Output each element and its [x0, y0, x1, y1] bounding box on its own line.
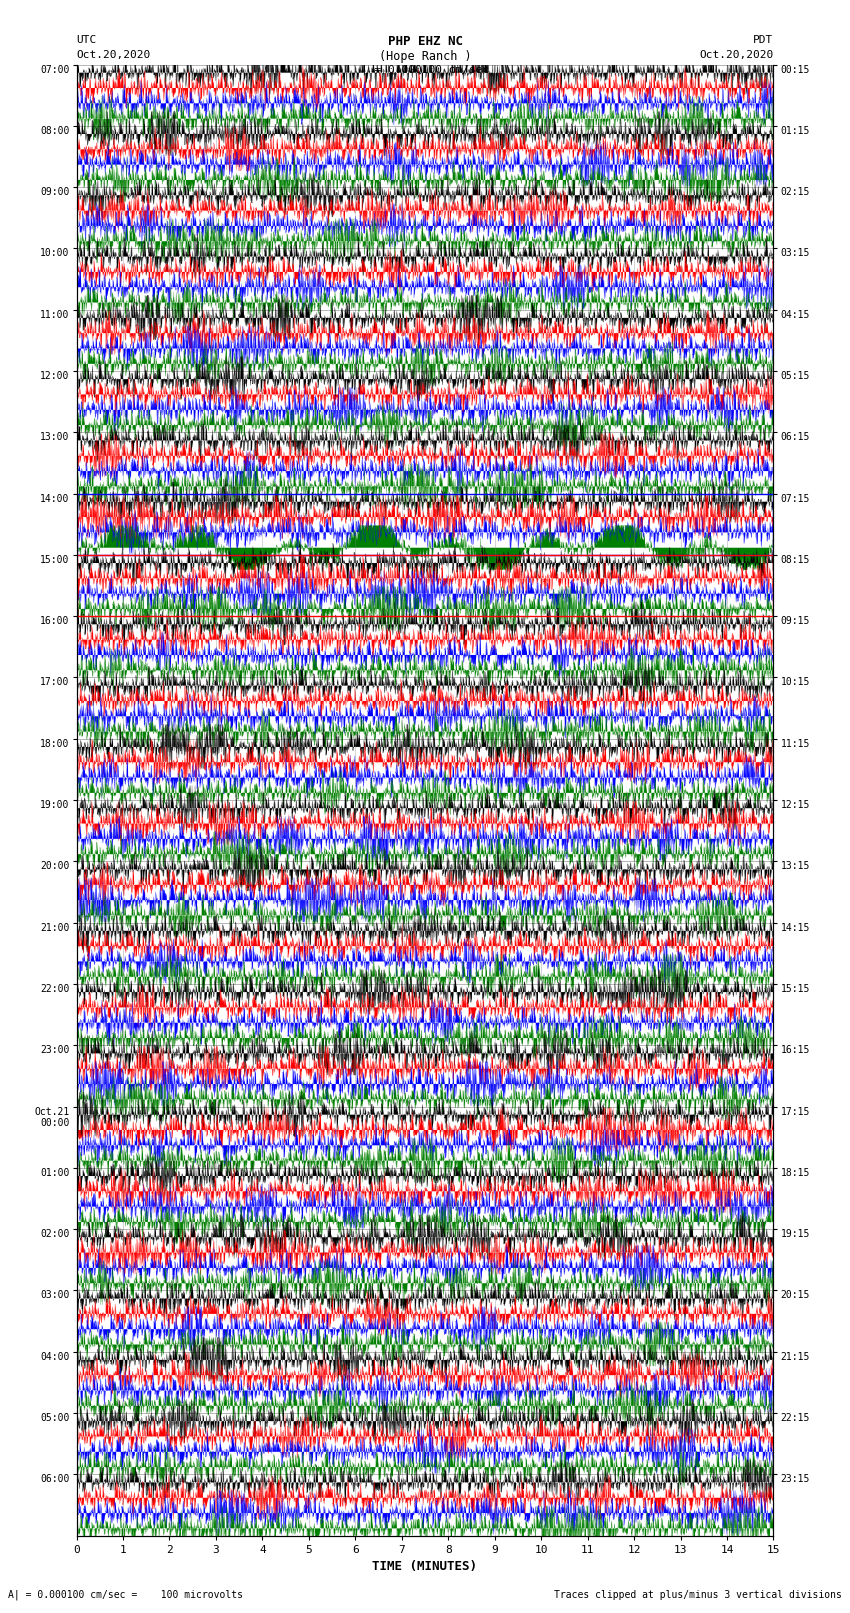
X-axis label: TIME (MINUTES): TIME (MINUTES) — [372, 1560, 478, 1573]
Text: Oct.20,2020: Oct.20,2020 — [76, 50, 150, 60]
Text: | = 0.000100 cm/sec: | = 0.000100 cm/sec — [361, 65, 489, 76]
Bar — [76, 555, 774, 616]
Text: Traces clipped at plus/minus 3 vertical divisions: Traces clipped at plus/minus 3 vertical … — [553, 1590, 842, 1600]
Text: Oct.20,2020: Oct.20,2020 — [700, 50, 774, 60]
Bar — [76, 494, 774, 555]
Text: PHP EHZ NC: PHP EHZ NC — [388, 35, 462, 48]
Text: UTC: UTC — [76, 35, 97, 45]
Text: (Hope Ranch ): (Hope Ranch ) — [379, 50, 471, 63]
Text: A| = 0.000100 cm/sec =    100 microvolts: A| = 0.000100 cm/sec = 100 microvolts — [8, 1589, 243, 1600]
Text: PDT: PDT — [753, 35, 774, 45]
